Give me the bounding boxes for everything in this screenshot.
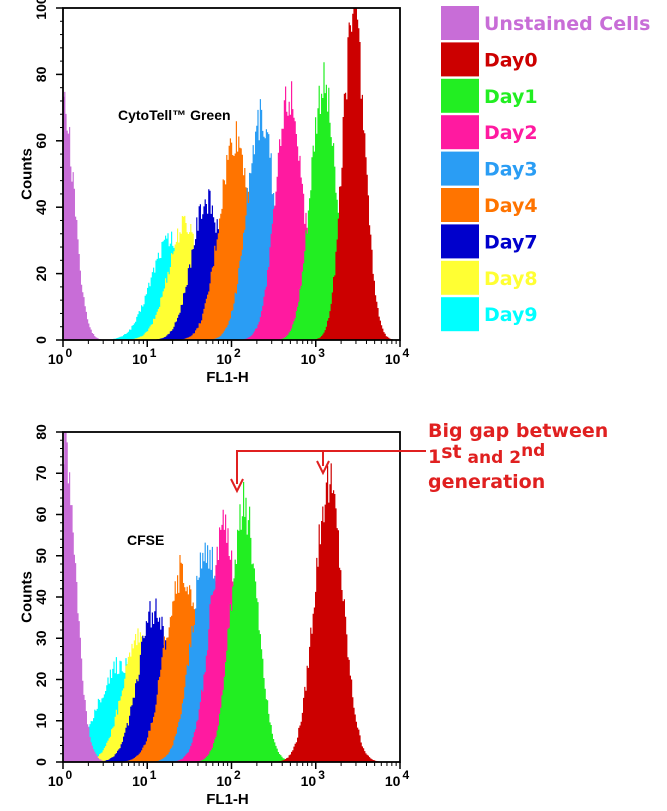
legend-label-day0: Day0 <box>484 49 538 71</box>
legend-swatch-day0 <box>441 42 479 77</box>
histogram-series-group <box>63 8 400 340</box>
x-tick-label: 10 1 <box>132 346 157 367</box>
y-tick-label: 60 <box>33 133 49 149</box>
legend-swatch-day1 <box>441 78 479 113</box>
x-tick-label: 10 4 <box>385 768 410 789</box>
annotation-line-1: Big gap between <box>428 420 608 442</box>
y-tick-label: 40 <box>33 589 49 605</box>
histogram-day9 <box>63 231 400 340</box>
annotation-ordinal-1: 1 <box>428 446 441 468</box>
x-tick-label: 10 1 <box>132 768 157 789</box>
histogram-series-group <box>63 432 400 762</box>
histogram-day0 <box>63 8 400 340</box>
legend-label-day3: Day3 <box>484 159 538 181</box>
y-tick-label: 20 <box>33 266 49 282</box>
y-tick-label: 70 <box>33 465 49 481</box>
cfse-histogram-panel: 0 10 20 30 40 50 60 70 80 Counts 10 0 10 1 10 2 10 3 10 4 FL… <box>19 424 410 808</box>
legend-label-day2: Day2 <box>484 122 538 144</box>
legend-label-day7: Day7 <box>484 231 538 253</box>
y-tick-label: 100 <box>33 0 49 20</box>
histogram-day0 <box>63 463 400 762</box>
annotation-line-3: generation <box>428 471 545 493</box>
x-axis-title: FL1-H <box>206 369 249 386</box>
y-tick-label: 40 <box>33 199 49 215</box>
x-tick-label: 10 3 <box>301 346 326 367</box>
x-axis-title: FL1-H <box>206 791 249 808</box>
legend: Unstained Cells Day0 Day1 Day2 Day3 Day4 Day7 D… <box>441 6 650 332</box>
arrow-head-day1 <box>230 478 244 494</box>
x-tick-label: 10 4 <box>385 346 410 367</box>
legend-swatch-day7 <box>441 224 479 259</box>
y-axis-title: Counts <box>19 148 36 200</box>
annotation-bracket-line <box>236 450 426 484</box>
y-tick-label: 80 <box>33 66 49 82</box>
legend-swatch-day4 <box>441 188 479 222</box>
cytotell-green-label: CytoTell™ Green <box>118 107 231 123</box>
legend-label-unstained-cells: Unstained Cells <box>484 13 650 35</box>
legend-swatch-unstained-cells <box>441 6 479 40</box>
legend-swatch-day8 <box>441 260 479 295</box>
legend-label-day1: Day1 <box>484 86 538 108</box>
histogram-day1 <box>63 62 400 340</box>
x-tick-label: 10 2 <box>216 346 241 367</box>
x-tick-label: 10 3 <box>301 768 326 789</box>
histogram-day1 <box>63 481 400 762</box>
legend-swatch-day9 <box>441 297 479 332</box>
y-tick-label: 80 <box>33 424 49 440</box>
annotation-sup-nd: nd <box>521 441 545 461</box>
legend-swatch-day2 <box>441 115 479 150</box>
y-tick-label: 0 <box>33 336 49 344</box>
cfse-label: CFSE <box>127 532 164 548</box>
legend-label-day4: Day4 <box>484 195 538 217</box>
cytotell-histogram-panel: 0 20 40 60 80 100 Counts 10 0 10 1 10 2 10 3 10 4 FL1-H <box>19 0 410 386</box>
y-tick-label: 0 <box>33 758 49 766</box>
histogram-day4 <box>63 121 400 340</box>
legend-swatch-day3 <box>441 151 479 186</box>
annotation-line-2: 1st and 2nd <box>428 441 545 468</box>
gap-annotation: Big gap between 1st and 2nd generation <box>230 420 608 494</box>
arrow-head-day0 <box>316 460 330 476</box>
x-tick-label: 10 0 <box>48 346 73 367</box>
y-tick-label: 50 <box>33 548 49 564</box>
y-tick-label: 30 <box>33 630 49 646</box>
y-axis-title: Counts <box>19 571 36 623</box>
x-tick-label: 10 2 <box>216 768 241 789</box>
x-tick-label: 10 0 <box>48 768 73 789</box>
legend-label-day8: Day8 <box>484 268 538 290</box>
annotation-and-2: and 2 <box>462 448 521 468</box>
histogram-day7 <box>63 598 400 762</box>
annotation-sup-st: st <box>441 441 461 463</box>
y-tick-label: 10 <box>33 713 49 729</box>
legend-label-day9: Day9 <box>484 304 538 326</box>
y-tick-label: 60 <box>33 507 49 523</box>
y-tick-label: 20 <box>33 672 49 688</box>
